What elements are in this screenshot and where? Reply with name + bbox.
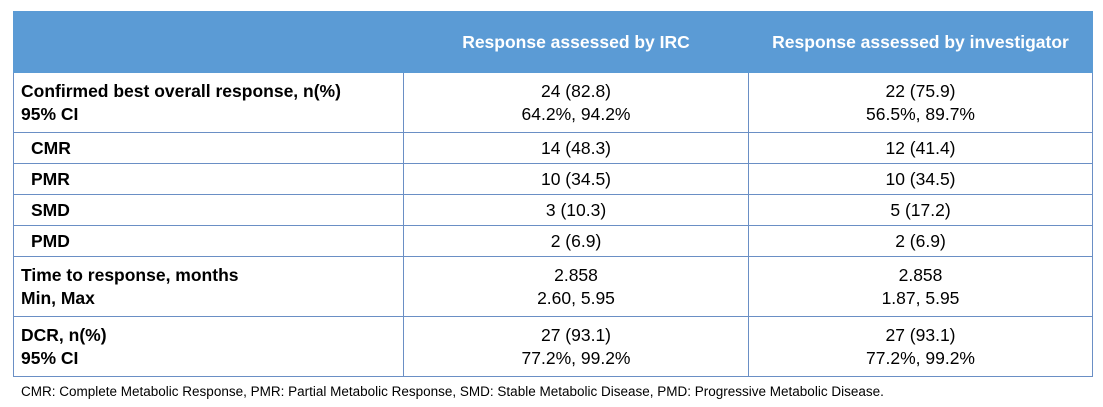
table-row-cmr: CMR 14 (48.3) 12 (41.4): [13, 132, 1093, 164]
investigator-range: 1.87, 5.95: [881, 288, 960, 308]
investigator-value: 10 (34.5): [748, 163, 1093, 195]
table-row-time-to-response: Time to response, months Min, Max 2.858 …: [13, 256, 1093, 317]
investigator-value-cell: 2.858 1.87, 5.95: [748, 256, 1093, 317]
investigator-ci: 77.2%, 99.2%: [866, 348, 975, 368]
investigator-value: 5 (17.2): [748, 194, 1093, 226]
row-label: SMD: [13, 194, 404, 226]
irc-value: 10 (34.5): [403, 163, 749, 195]
row-label: Confirmed best overall response, n(%): [21, 81, 341, 101]
row-label: PMR: [13, 163, 404, 195]
irc-value: 27 (93.1): [540, 325, 612, 345]
irc-ci: 77.2%, 99.2%: [521, 348, 631, 368]
header-irc-column: Response assessed by IRC: [403, 11, 749, 73]
irc-range: 2.60, 5.95: [537, 288, 615, 308]
irc-value-cell: 2.858 2.60, 5.95: [403, 256, 749, 317]
irc-ci: 64.2%, 94.2%: [521, 104, 631, 124]
investigator-value: 27 (93.1): [885, 325, 956, 345]
table-row-dcr: DCR, n(%) 95% CI 27 (93.1) 77.2%, 99.2% …: [13, 316, 1093, 377]
row-label: Time to response, months: [21, 265, 239, 285]
header-row: Response assessed by IRC Response assess…: [13, 11, 1093, 73]
irc-value: 2.858: [554, 265, 598, 285]
investigator-value: 22 (75.9): [885, 81, 956, 101]
investigator-value-cell: 22 (75.9) 56.5%, 89.7%: [748, 72, 1093, 133]
row-sublabel: Min, Max: [21, 288, 95, 308]
response-table: Response assessed by IRC Response assess…: [13, 11, 1093, 377]
header-label-column: [13, 11, 404, 73]
row-label-cell: Confirmed best overall response, n(%) 95…: [13, 72, 404, 133]
table-footnote: CMR: Complete Metabolic Response, PMR: P…: [21, 384, 884, 399]
investigator-value-cell: 27 (93.1) 77.2%, 99.2%: [748, 316, 1093, 377]
irc-value: 14 (48.3): [403, 132, 749, 164]
irc-value-cell: 27 (93.1) 77.2%, 99.2%: [403, 316, 749, 377]
row-label-cell: DCR, n(%) 95% CI: [13, 316, 404, 377]
irc-value: 2 (6.9): [403, 225, 749, 257]
table-row-pmr: PMR 10 (34.5) 10 (34.5): [13, 163, 1093, 195]
response-table-container: Response assessed by IRC Response assess…: [13, 11, 1093, 377]
row-sublabel: 95% CI: [21, 348, 79, 368]
irc-value-cell: 24 (82.8) 64.2%, 94.2%: [403, 72, 749, 133]
table-row-confirmed-response: Confirmed best overall response, n(%) 95…: [13, 72, 1093, 133]
row-label-cell: Time to response, months Min, Max: [13, 256, 404, 317]
row-sublabel: 95% CI: [21, 104, 79, 124]
investigator-value: 2.858: [898, 265, 943, 285]
row-label: CMR: [13, 132, 404, 164]
table-header: Response assessed by IRC Response assess…: [13, 11, 1093, 73]
irc-value: 3 (10.3): [403, 194, 749, 226]
table-body: Confirmed best overall response, n(%) 95…: [13, 72, 1093, 377]
investigator-value: 12 (41.4): [748, 132, 1093, 164]
table-row-pmd: PMD 2 (6.9) 2 (6.9): [13, 225, 1093, 257]
row-label: DCR, n(%): [21, 325, 107, 345]
irc-value: 24 (82.8): [540, 81, 612, 101]
row-label: PMD: [13, 225, 404, 257]
investigator-ci: 56.5%, 89.7%: [866, 104, 975, 124]
investigator-value: 2 (6.9): [748, 225, 1093, 257]
table-row-smd: SMD 3 (10.3) 5 (17.2): [13, 194, 1093, 226]
header-investigator-column: Response assessed by investigator: [748, 11, 1093, 73]
